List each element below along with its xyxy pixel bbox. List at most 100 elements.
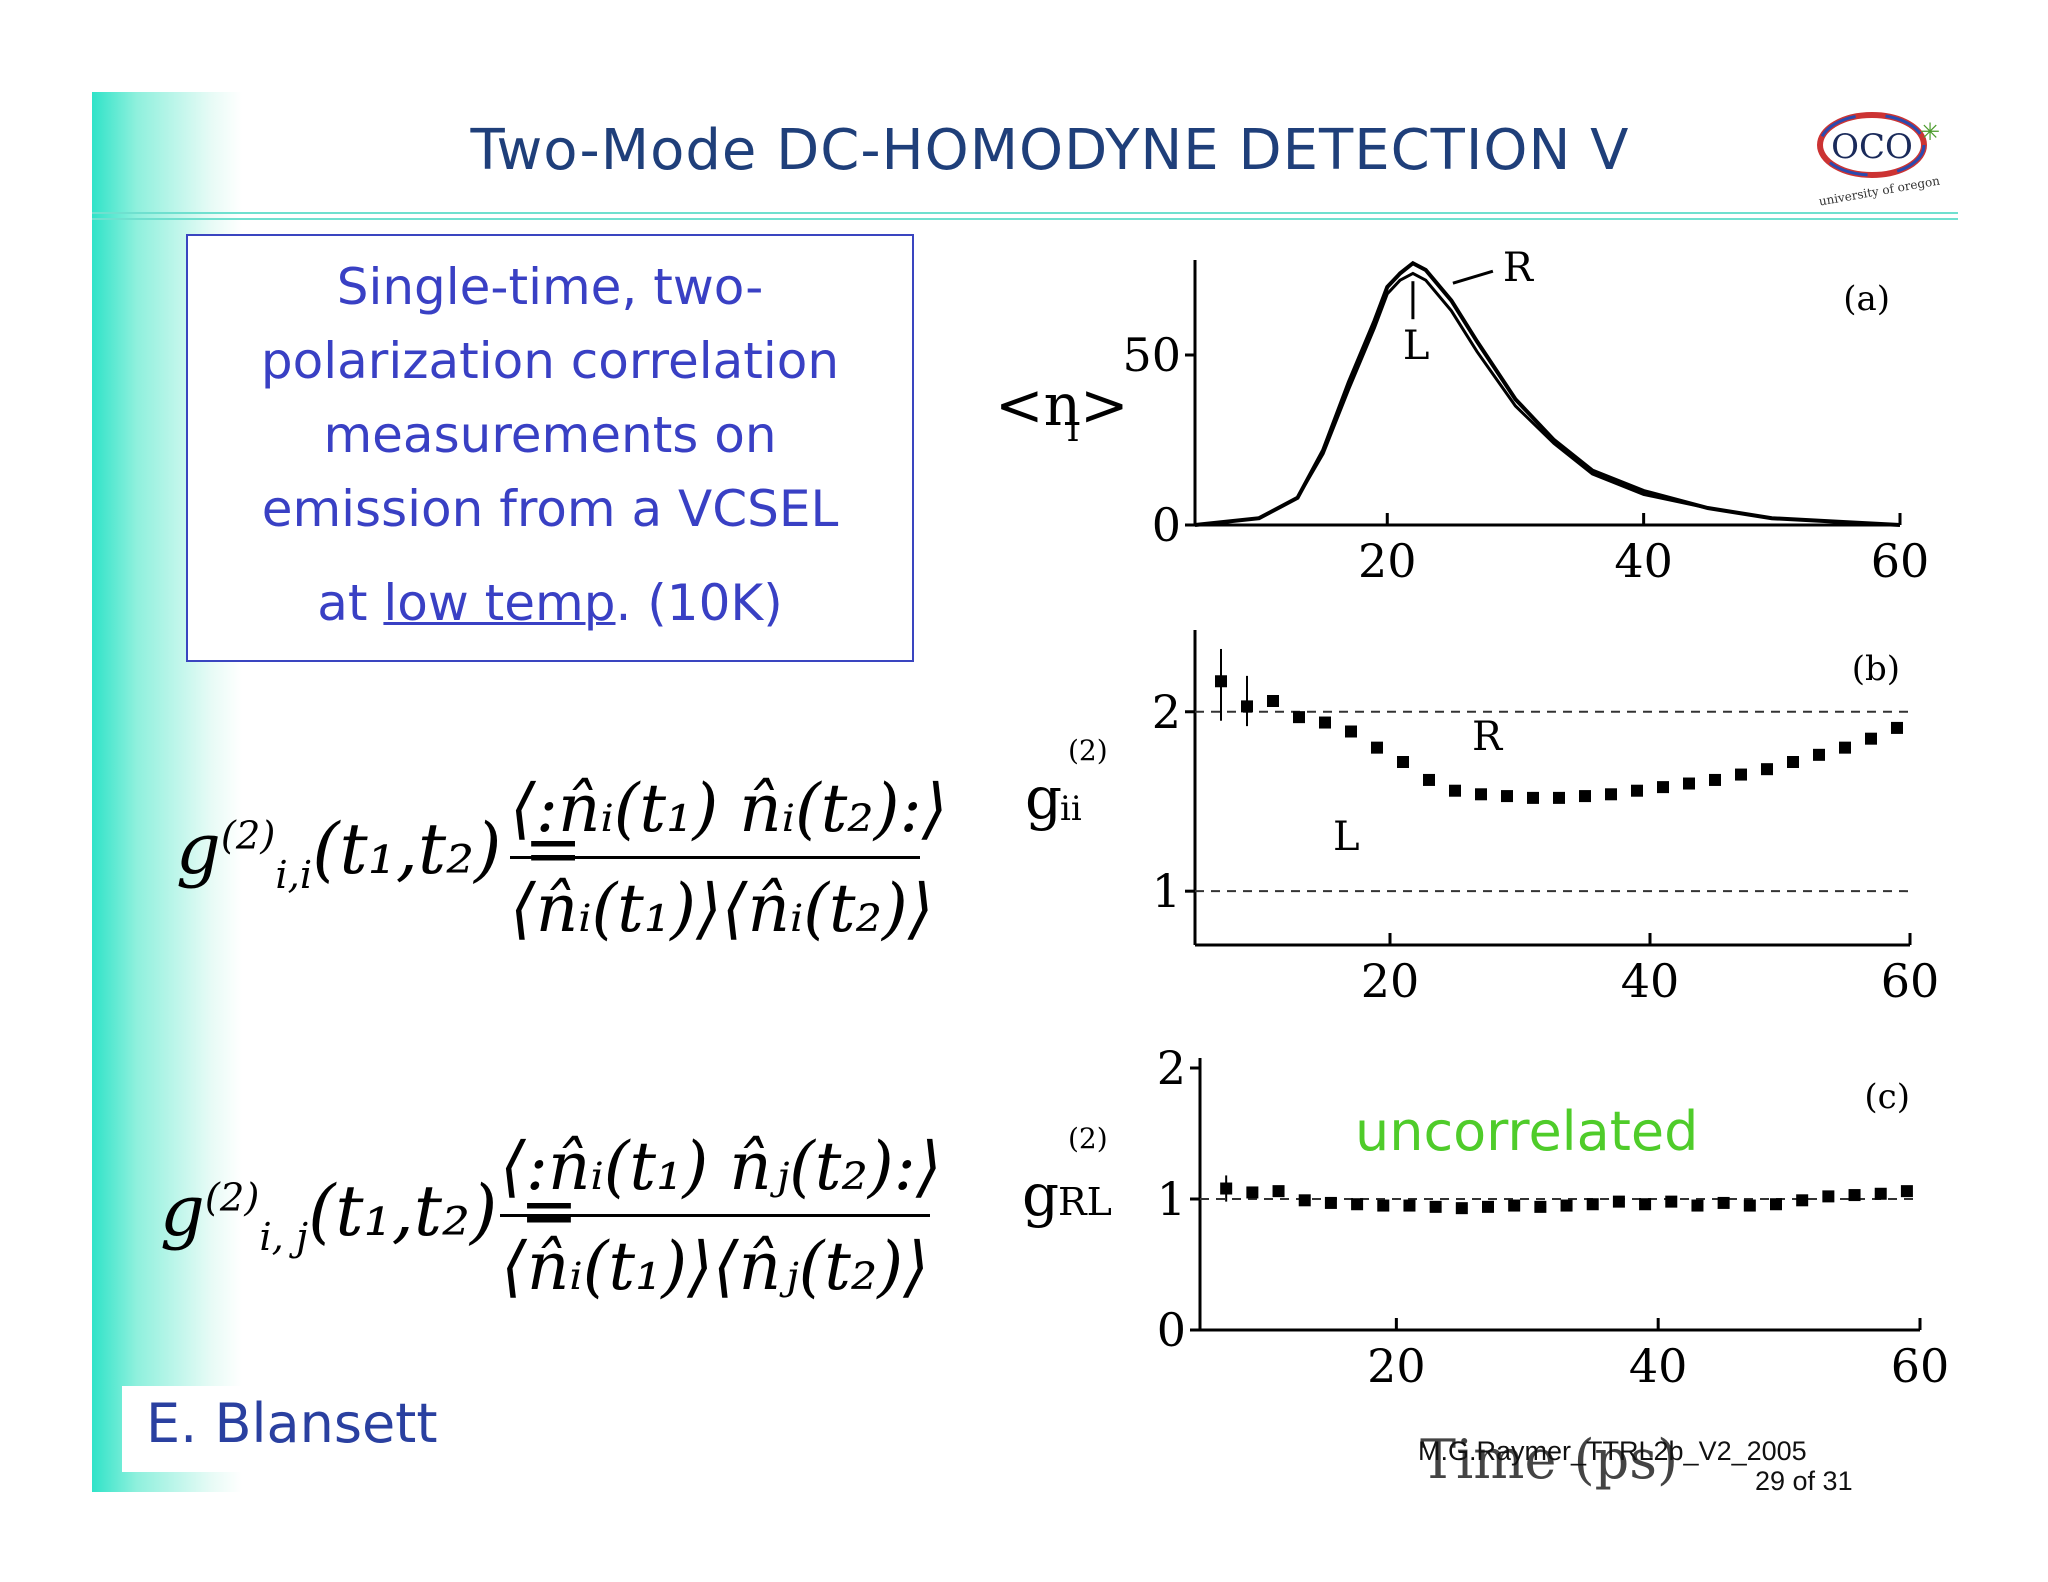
data-point — [1822, 1190, 1835, 1203]
data-point — [1560, 1199, 1573, 1212]
data-point — [1709, 773, 1721, 786]
data-point — [1508, 1199, 1521, 1212]
y-axis-label-sub: ii — [1060, 789, 1082, 829]
data-point — [1787, 756, 1799, 768]
y-axis-label-sup: (2) — [1068, 734, 1108, 767]
y-tick-label: 2 — [1157, 1041, 1186, 1095]
annotation-L: L — [1403, 323, 1430, 369]
panel-label: (c) — [1864, 1077, 1910, 1117]
x-axis-label: Time (ps) — [1420, 1428, 1678, 1491]
data-point — [1813, 748, 1825, 761]
data-point — [1657, 781, 1669, 794]
annotation-uncorrelated: uncorrelated — [1355, 1100, 1698, 1163]
data-point — [1371, 741, 1383, 754]
data-point — [1324, 1196, 1337, 1209]
y-axis-label-sub: RL — [1058, 1180, 1112, 1224]
title-rule — [92, 212, 1958, 214]
description-box: Single-time, two- polarization correlati… — [186, 234, 914, 662]
x-tick-label: 20 — [1361, 954, 1420, 1008]
title-rule-2 — [92, 218, 1958, 220]
y-tick-label: 1 — [1152, 864, 1181, 918]
data-point — [1579, 790, 1591, 803]
data-point — [1298, 1194, 1311, 1207]
box-line-5: at low temp. (10K) — [317, 574, 783, 632]
x-tick-label: 40 — [1621, 954, 1680, 1008]
data-point — [1455, 1202, 1468, 1215]
data-point — [1743, 1199, 1756, 1212]
data-point — [1839, 741, 1851, 754]
x-tick-label: 60 — [1881, 954, 1940, 1008]
data-point — [1796, 1194, 1809, 1207]
author-background — [122, 1386, 462, 1472]
x-tick-label: 20 — [1367, 1339, 1426, 1393]
annotation-R: R — [1472, 714, 1504, 760]
eq2-fraction-bar — [500, 1214, 930, 1217]
data-point — [1377, 1199, 1390, 1212]
y-axis-label-close: > — [1080, 371, 1129, 439]
author-name: E. Blansett — [146, 1392, 438, 1455]
y-tick-label: 1 — [1157, 1172, 1186, 1226]
annotation-R-arrow — [1452, 269, 1494, 285]
low-temp-link[interactable]: low temp — [383, 574, 616, 632]
y-tick-label: 50 — [1122, 328, 1181, 382]
data-point — [1770, 1198, 1782, 1211]
annotation-R: R — [1503, 245, 1535, 291]
footer-page: 29 of 31 — [1755, 1466, 1853, 1496]
data-point — [1553, 791, 1565, 804]
svg-text:✳: ✳ — [1920, 118, 1940, 146]
data-point — [1475, 788, 1487, 801]
data-point — [1586, 1198, 1599, 1211]
eq1-fraction-bar — [510, 856, 920, 859]
y-tick-label: 0 — [1152, 498, 1181, 552]
series-line-R — [1194, 260, 1901, 527]
y-tick-label: 0 — [1157, 1303, 1186, 1357]
data-point — [1351, 1198, 1364, 1211]
box-line-3: measurements on — [323, 406, 777, 464]
data-point — [1319, 716, 1331, 729]
eq2-numerator: ⟨:n̂ᵢ(t₁) n̂ⱼ(t₂):⟩ — [500, 1128, 942, 1205]
eq1-numerator: ⟨:n̂ᵢ(t₁) n̂ᵢ(t₂):⟩ — [510, 770, 948, 847]
box-line-2: polarization correlation — [260, 332, 840, 390]
data-point — [1735, 768, 1747, 781]
data-point — [1900, 1185, 1913, 1198]
y-axis-label-sup: (2) — [1068, 1122, 1108, 1155]
x-tick-label: 40 — [1629, 1339, 1688, 1393]
data-point — [1429, 1200, 1442, 1213]
eq1-denominator: ⟨n̂ᵢ(t₁)⟩⟨n̂ᵢ(t₂)⟩ — [510, 870, 934, 947]
footer-course: M.G.Raymer_TTRL2b_V2_2005 — [1418, 1436, 1807, 1466]
data-point — [1717, 1196, 1730, 1209]
data-point — [1423, 773, 1435, 786]
x-tick-label: 60 — [1871, 534, 1930, 588]
logo-text: OCO — [1831, 127, 1913, 167]
data-point — [1865, 732, 1877, 745]
data-point — [1761, 763, 1773, 776]
data-point — [1848, 1189, 1861, 1202]
x-tick-label: 40 — [1614, 534, 1673, 588]
data-point — [1527, 791, 1539, 804]
data-point — [1272, 1185, 1285, 1198]
eq2-denominator: ⟨n̂ᵢ(t₁)⟩⟨n̂ⱼ(t₂)⟩ — [501, 1228, 929, 1305]
data-point — [1665, 1195, 1678, 1208]
data-point — [1397, 756, 1409, 768]
data-point — [1345, 725, 1357, 738]
data-point — [1501, 790, 1513, 803]
data-point — [1874, 1187, 1887, 1200]
annotation-L: L — [1333, 814, 1360, 860]
data-point — [1293, 711, 1305, 724]
box-line-1: Single-time, two- — [336, 258, 764, 316]
y-tick-label: 2 — [1152, 685, 1181, 739]
data-point — [1403, 1199, 1416, 1212]
y-axis-label: g — [1025, 764, 1062, 832]
panel-label: (b) — [1852, 649, 1900, 689]
data-point — [1612, 1195, 1625, 1208]
data-point — [1605, 788, 1617, 801]
y-axis-label: g — [1022, 1161, 1059, 1229]
y-axis-label: <n — [995, 371, 1081, 439]
data-point — [1246, 1186, 1259, 1199]
panel-label: (a) — [1843, 279, 1890, 319]
data-point — [1639, 1198, 1652, 1211]
data-point — [1267, 695, 1279, 707]
box-line-4: emission from a VCSEL — [261, 480, 839, 538]
series-line-L — [1194, 271, 1901, 527]
data-point — [1891, 721, 1903, 734]
